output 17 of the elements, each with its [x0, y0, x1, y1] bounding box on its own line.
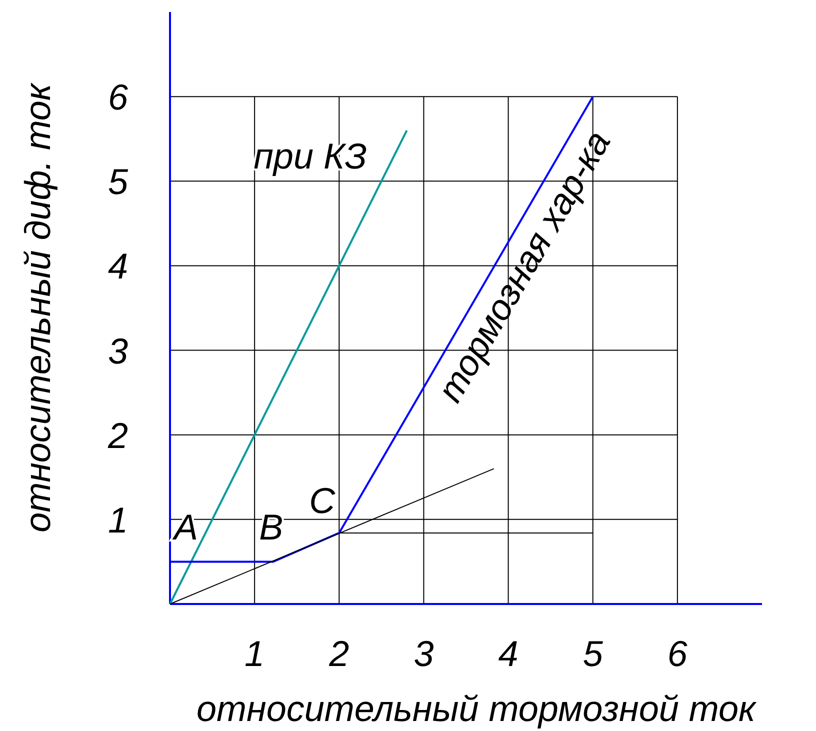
- annotation: B: [259, 506, 284, 548]
- x-tick-label: 6: [667, 633, 688, 674]
- y-axis-title: относительный диф. ток: [17, 82, 58, 532]
- x-tick-label: 2: [328, 633, 350, 674]
- y-tick-label: 4: [108, 246, 128, 287]
- annotation: A: [172, 506, 198, 548]
- x-tick-label: 1: [244, 633, 265, 674]
- x-tick-label: 3: [414, 633, 434, 674]
- y-tick-label: 3: [108, 330, 128, 372]
- y-tick-label: 6: [108, 76, 129, 118]
- x-axis-title: относительный тормозной ток: [196, 688, 758, 729]
- x-tick-label: 5: [582, 633, 604, 674]
- y-tick-label: 2: [106, 414, 128, 456]
- annotation: C: [309, 480, 336, 521]
- y-tick-label: 1: [108, 499, 128, 540]
- x-tick-label: 4: [498, 633, 518, 674]
- y-tick-label: 5: [108, 161, 129, 202]
